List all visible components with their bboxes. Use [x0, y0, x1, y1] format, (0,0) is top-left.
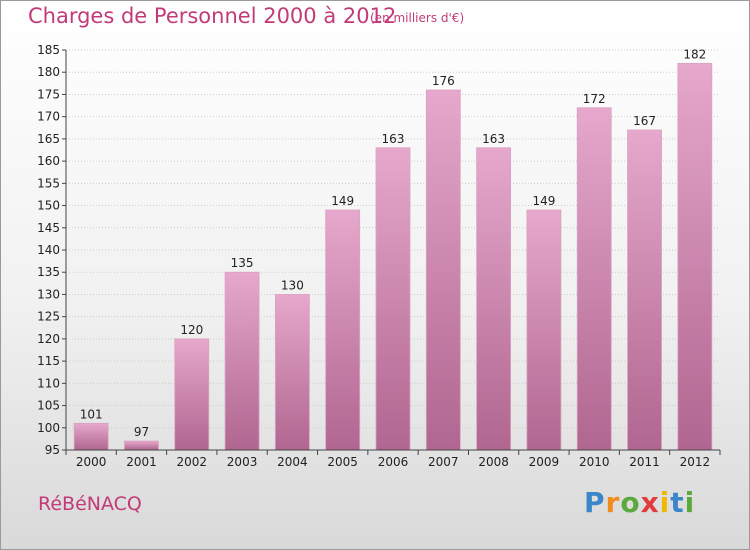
x-tick-label: 2012 — [680, 455, 711, 469]
x-tick-label: 2001 — [126, 455, 157, 469]
data-label: 135 — [231, 256, 254, 270]
y-tick-label: 110 — [37, 376, 60, 390]
y-tick-label: 135 — [37, 265, 60, 279]
x-tick-label: 2002 — [176, 455, 207, 469]
logo-letter: r — [605, 486, 621, 519]
axes — [62, 49, 721, 455]
logo-letter: i — [659, 486, 671, 519]
y-tick-label: 165 — [37, 132, 60, 146]
y-tick-label: 105 — [37, 399, 60, 413]
bar — [576, 107, 612, 451]
x-tick-label: 2003 — [227, 455, 258, 469]
bars — [73, 62, 713, 451]
data-label: 172 — [583, 92, 606, 106]
data-label: 163 — [482, 132, 505, 146]
chart-title: Charges de Personnel 2000 à 2012 — [28, 4, 397, 28]
bar — [677, 62, 713, 451]
x-tick-label: 2010 — [579, 455, 610, 469]
bar — [174, 338, 210, 451]
y-tick-label: 125 — [37, 310, 60, 324]
y-tick-label: 100 — [37, 421, 60, 435]
x-tick-label: 2009 — [529, 455, 560, 469]
labels: 95 100 105 110 115 120 125 130 135 140 145 150 155 16… — [37, 43, 710, 469]
y-tick-label: 115 — [37, 354, 60, 368]
data-label: 167 — [633, 114, 656, 128]
data-label: 149 — [532, 194, 555, 208]
data-label: 182 — [683, 47, 706, 61]
bar — [224, 271, 260, 451]
logo-letter: i — [684, 486, 696, 519]
chart-subtitle: (en milliers d'€) — [370, 11, 465, 25]
bar — [375, 147, 411, 451]
y-tick-label: 180 — [37, 65, 60, 79]
y-tick-label: 130 — [37, 287, 60, 301]
y-tick-label: 150 — [37, 199, 60, 213]
proxiti-logo[interactable]: Proxiti — [584, 486, 695, 519]
x-tick-label: 2004 — [277, 455, 308, 469]
data-label: 120 — [180, 323, 203, 337]
y-tick-label: 120 — [37, 332, 60, 346]
data-label: 149 — [331, 194, 354, 208]
bar — [627, 129, 662, 451]
data-label: 101 — [80, 407, 103, 421]
x-tick-label: 2007 — [428, 455, 459, 469]
y-tick-label: 175 — [37, 87, 60, 101]
data-label: 163 — [382, 132, 405, 146]
y-tick-label: 145 — [37, 221, 60, 235]
bar — [476, 147, 512, 451]
bar — [526, 209, 562, 451]
x-tick-label: 2006 — [378, 455, 409, 469]
y-tick-label: 140 — [37, 243, 60, 257]
x-tick-label: 2008 — [478, 455, 509, 469]
bar — [274, 294, 310, 451]
bar — [73, 422, 109, 451]
y-tick-label: 95 — [45, 443, 60, 457]
logo-letter: t — [670, 486, 685, 519]
data-label: 130 — [281, 278, 304, 292]
y-tick-label: 155 — [37, 176, 60, 190]
data-label: 97 — [134, 425, 149, 439]
x-tick-label: 2000 — [76, 455, 107, 469]
x-tick-label: 2005 — [327, 455, 358, 469]
bar — [124, 440, 159, 451]
x-tick-label: 2011 — [629, 455, 660, 469]
logo-letter: o — [620, 486, 641, 519]
y-tick-label: 185 — [37, 43, 60, 57]
logo-letter: P — [584, 486, 606, 519]
commune-name: RéBéNACQ — [38, 493, 142, 515]
bar — [425, 89, 461, 451]
logo-letter: x — [640, 486, 660, 519]
bar — [325, 209, 361, 451]
y-tick-label: 170 — [37, 110, 60, 124]
y-tick-label: 160 — [37, 154, 60, 168]
data-label: 176 — [432, 74, 455, 88]
